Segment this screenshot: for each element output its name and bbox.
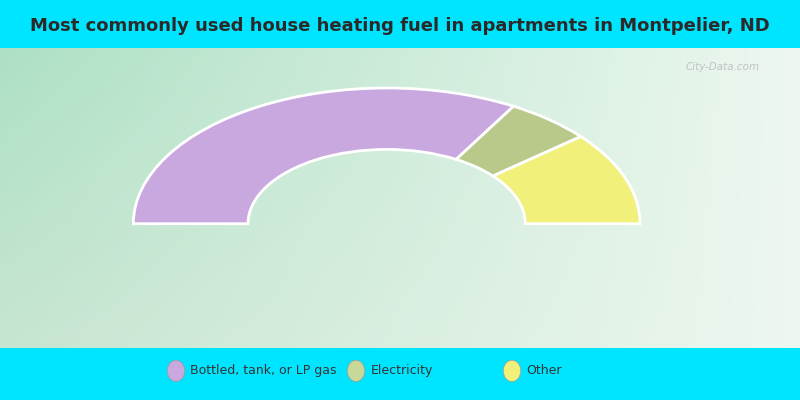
Text: Most commonly used house heating fuel in apartments in Montpelier, ND: Most commonly used house heating fuel in… bbox=[30, 17, 770, 35]
Ellipse shape bbox=[503, 360, 521, 382]
Text: City-Data.com: City-Data.com bbox=[686, 62, 760, 72]
Text: Other: Other bbox=[526, 364, 562, 377]
Ellipse shape bbox=[167, 360, 185, 382]
Wedge shape bbox=[134, 88, 514, 224]
Text: Electricity: Electricity bbox=[370, 364, 433, 377]
Text: Bottled, tank, or LP gas: Bottled, tank, or LP gas bbox=[190, 364, 337, 377]
Ellipse shape bbox=[347, 360, 365, 382]
Wedge shape bbox=[456, 106, 581, 176]
Wedge shape bbox=[493, 136, 640, 224]
